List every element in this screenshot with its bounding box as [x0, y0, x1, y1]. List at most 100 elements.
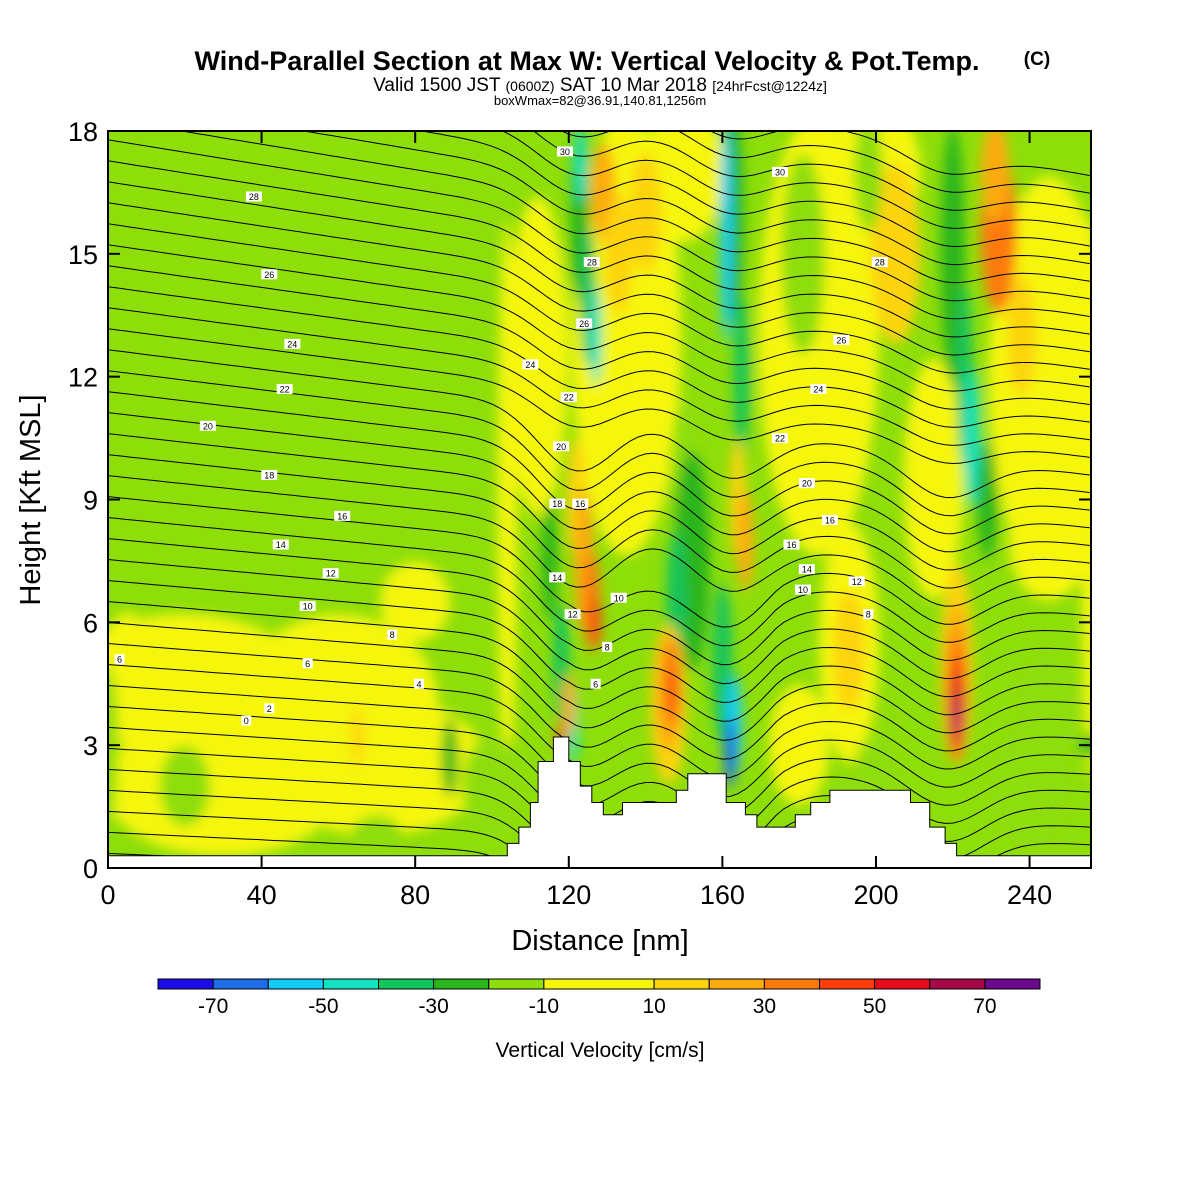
theta-contour-line	[108, 286, 1091, 428]
contour-label-bg	[199, 420, 216, 431]
contour-label-bg	[302, 658, 313, 669]
x-tick-label: 240	[1007, 880, 1052, 910]
contour-label-bg	[771, 433, 788, 444]
velocity-cell	[720, 131, 733, 344]
theta-contour-line	[108, 370, 1091, 517]
contour-label: 26	[579, 319, 589, 329]
y-tick-label: 6	[83, 608, 98, 638]
theta-contour-line	[301, 131, 1091, 266]
velocity-cell	[589, 285, 602, 386]
velocity-shading	[108, 131, 1091, 857]
contour-label-bg	[322, 568, 339, 579]
colorbar-labels: -70 -50 -30 -10 10 30 50 70	[198, 995, 997, 1018]
y-tick-label: 9	[83, 486, 98, 516]
theta-contour-line	[108, 538, 1091, 666]
contour-label-bg	[299, 600, 316, 611]
theta-contour-line	[108, 244, 1091, 392]
contour-label: 22	[280, 384, 290, 394]
colorbar-swatch	[543, 978, 655, 990]
contour-label-bg	[783, 539, 800, 550]
valid-date: SAT 10 Mar 2018	[560, 75, 707, 96]
contour-label-bg	[284, 338, 301, 349]
contour-label-bg	[795, 584, 812, 595]
valid-time-line: Valid 1500 JST (0600Z) SAT 10 Mar 2018 […	[373, 75, 827, 96]
contour-label: 6	[593, 679, 598, 689]
velocity-cell	[737, 490, 754, 591]
contour-label: 2	[267, 704, 272, 714]
contour-label: 18	[264, 470, 274, 480]
colorbar-tick-label: -70	[198, 995, 228, 1018]
y-tick-label: 3	[83, 731, 98, 761]
contour-label: 16	[337, 511, 347, 521]
velocity-cell	[989, 726, 1070, 847]
colorbar-tick-label: -30	[418, 995, 448, 1018]
colorbar-swatch	[819, 978, 876, 990]
contour-label: 20	[556, 442, 566, 452]
contour-label: 8	[605, 642, 610, 652]
contour-label-bg	[549, 498, 566, 509]
contour-label-bg	[576, 318, 593, 329]
contour-label-bg	[798, 478, 815, 489]
x-axis-label: Distance [nm]	[511, 925, 688, 957]
contour-label: 20	[203, 421, 213, 431]
theta-contour-line	[108, 433, 1091, 571]
velocity-field	[108, 131, 1091, 857]
box-info: boxWmax=82@36.91,140.81,1256m	[494, 93, 706, 108]
theta-contour-line	[108, 831, 515, 868]
theta-contour-line	[108, 202, 1091, 356]
velocity-cell	[643, 131, 724, 242]
copyright-mark: (C)	[1024, 49, 1050, 70]
colorbar-tick-label: -50	[308, 995, 338, 1018]
contour-label: 10	[798, 585, 808, 595]
contour-label: 8	[866, 610, 871, 620]
contour-label: 22	[564, 393, 574, 403]
contour-label: 4	[417, 679, 422, 689]
y-axis-ticks: 0 3 6 9 12 15 18	[68, 117, 1091, 884]
contour-label: 30	[775, 167, 785, 177]
theta-contour-line	[108, 139, 1091, 302]
theta-contour-line	[108, 181, 1091, 338]
velocity-cell	[629, 152, 662, 273]
velocity-cell	[159, 746, 210, 827]
colorbar-swatch	[378, 978, 435, 990]
velocity-cell	[724, 718, 737, 789]
contour-label: 24	[287, 339, 297, 349]
x-tick-label: 40	[247, 880, 277, 910]
colorbar-swatch	[653, 978, 710, 990]
contour-label-bg	[553, 441, 570, 452]
contour-label-bg	[810, 383, 827, 394]
contour-label: 16	[825, 515, 835, 525]
colorbar-swatch	[267, 978, 324, 990]
valid-utc: (0600Z)	[506, 78, 555, 94]
contour-label: 26	[836, 335, 846, 345]
theta-contour-line	[108, 307, 1091, 446]
velocity-cell	[1018, 654, 1079, 755]
contour-label-bg	[556, 146, 573, 157]
velocity-cell	[108, 716, 344, 857]
velocity-cell	[541, 500, 558, 621]
forecast-info: [24hrFcst@1224z]	[712, 78, 827, 94]
theta-contour-line	[108, 559, 1091, 685]
colorbar-swatch	[322, 978, 379, 990]
theta-contour-line	[108, 223, 1091, 374]
contour-label: 24	[813, 384, 823, 394]
contour-label-bg	[272, 539, 289, 550]
terrain	[108, 736, 1091, 868]
theta-contour-line	[178, 131, 1091, 284]
colorbar-swatches	[157, 978, 1041, 990]
contour-label-bg	[583, 257, 600, 268]
contour-label-bg	[549, 572, 566, 583]
contour-label-bg	[821, 514, 838, 525]
contour-label-bg	[610, 592, 627, 603]
theta-contour-line	[709, 131, 1091, 177]
contour-label: 12	[568, 610, 578, 620]
contour-label-bg	[564, 609, 581, 620]
theta-contour-line	[108, 685, 1091, 798]
contour-label-bg	[334, 510, 351, 521]
contour-label: 6	[305, 659, 310, 669]
contour-label: 30	[560, 147, 570, 157]
contour-label-bg	[771, 166, 788, 177]
contour-label: 16	[786, 540, 796, 550]
